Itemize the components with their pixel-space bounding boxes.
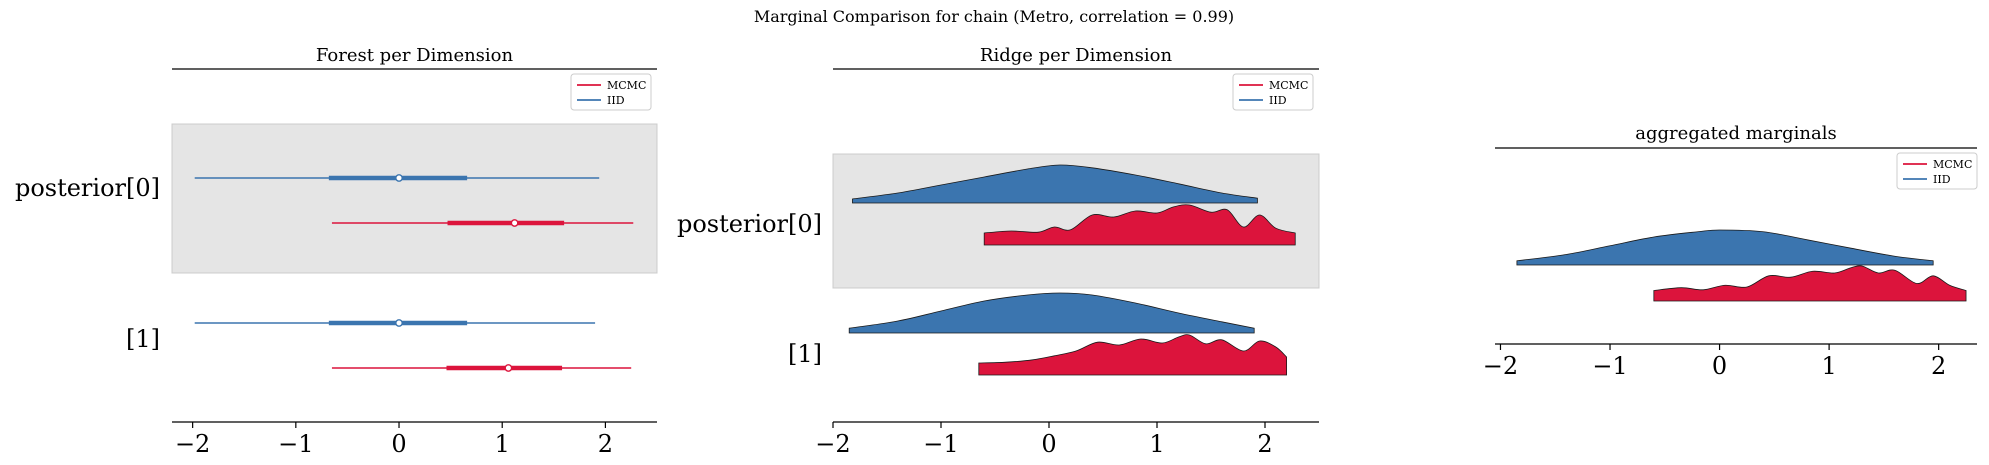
x-tick-label: 1 [495,430,510,458]
x-tick-label: −2 [175,430,210,458]
x-tick-label: −1 [1592,352,1627,380]
legend-label: IID [1933,173,1951,186]
panel-title: Forest per Dimension [316,45,514,66]
x-tick-label: −2 [1483,352,1518,380]
x-tick-label: −1 [278,430,313,458]
figure-suptitle: Marginal Comparison for chain (Metro, co… [754,7,1234,26]
legend-box [570,73,652,111]
x-tick-label: −2 [815,430,850,458]
mcmc-ridge [983,204,1296,246]
center-point [504,364,513,372]
shaded-band [171,123,658,274]
legend-label: MCMC [1269,79,1308,92]
x-tick-label: 0 [391,430,406,458]
center-point [395,319,403,327]
aggregated-panel: aggregated marginals −2 −1 0 1 2 MCMC IID [1483,123,1978,380]
iid-ridge [848,292,1255,334]
legend-box [1232,73,1314,111]
y-tick-label: [1] [126,325,160,353]
y-tick-label: posterior[0] [15,174,160,202]
center-point [510,219,519,227]
mcmc-ridge [978,334,1287,376]
x-tick-label: 2 [1257,430,1272,458]
x-tick-label: 0 [1041,430,1056,458]
legend-label: MCMC [607,79,646,92]
panel-title: aggregated marginals [1635,123,1836,144]
legend-label: MCMC [1933,158,1972,171]
ridge-panel: Ridge per Dimension −2 −1 0 1 2 posterior[0] [1… [677,45,1320,458]
x-tick-label: 1 [1149,430,1164,458]
y-tick-label: posterior[0] [677,210,822,238]
x-tick-label: 1 [1821,352,1836,380]
x-tick-label: 2 [598,430,613,458]
legend-box [1896,152,1978,190]
iid-ridge [1516,229,1934,266]
x-tick-label: −1 [923,430,958,458]
legend-label: IID [607,94,625,107]
iid-ridge [852,164,1258,204]
panel-title: Ridge per Dimension [980,45,1173,66]
mcmc-ridge [1653,265,1967,302]
forest-panel: Forest per Dimension −2 −1 0 1 2 posterior[0] [… [15,45,658,458]
legend-label: IID [1269,94,1287,107]
x-tick-label: 0 [1712,352,1727,380]
y-tick-label: [1] [788,340,822,368]
x-tick-label: 2 [1931,352,1946,380]
center-point [395,174,403,182]
